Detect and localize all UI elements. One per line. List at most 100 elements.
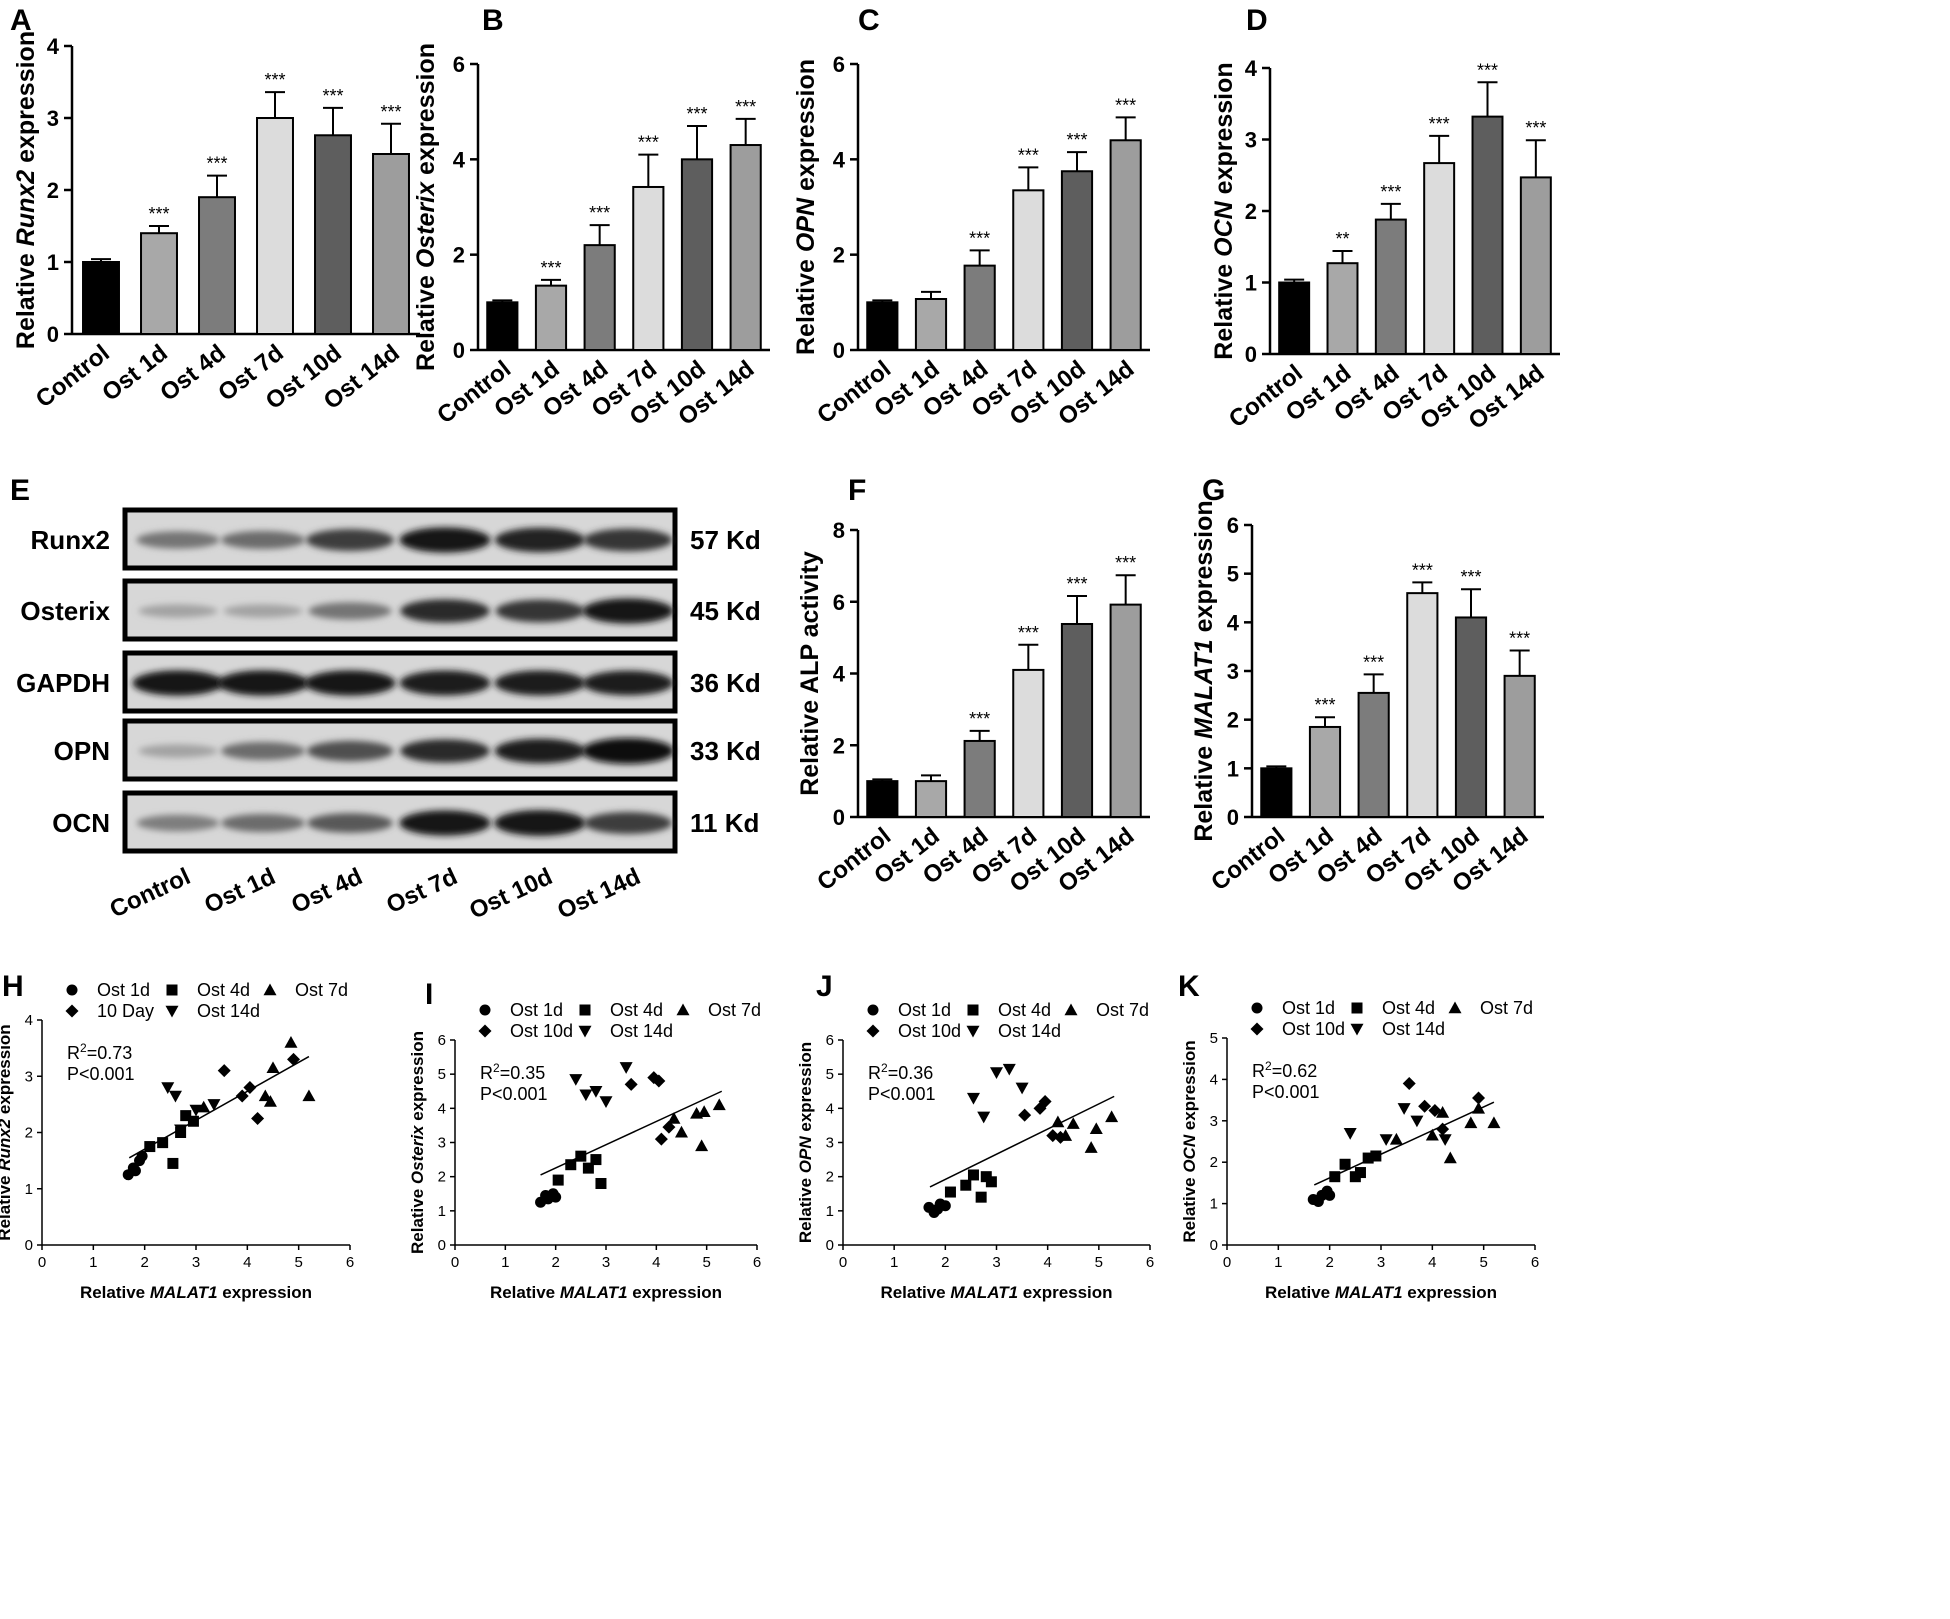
data-point-triangle	[1105, 1110, 1119, 1123]
legend-label: 10 Day	[97, 1001, 154, 1021]
blot-band	[308, 602, 392, 620]
bar-control	[82, 261, 120, 335]
significance-label: ***	[1115, 95, 1136, 115]
data-point-triangle	[1089, 1122, 1103, 1135]
y-axis-label: Relative Runx2 expression	[0, 1024, 14, 1240]
y-axis-label: Relative OCN expression	[1210, 62, 1238, 359]
data-point-diamond	[1428, 1103, 1442, 1117]
y-axis-label-prefix: Relative	[796, 1173, 815, 1243]
r-squared-label: R2=0.35	[480, 1061, 545, 1083]
x-tick-label: 4	[1043, 1254, 1051, 1271]
data-point-diamond	[478, 1024, 492, 1038]
bar-ost-14d	[1519, 176, 1552, 355]
legend-label: Ost 1d	[97, 980, 150, 1000]
bar-ost-10d	[1471, 115, 1504, 356]
bar-ost-7d	[1012, 189, 1045, 351]
data-point-square	[575, 1150, 587, 1162]
bar-control	[866, 780, 899, 818]
data-point-square	[167, 1157, 179, 1169]
y-tick-label: 5	[438, 1066, 446, 1083]
legend-label: Ost 1d	[510, 1000, 563, 1020]
x-tick-label: 1	[501, 1254, 509, 1271]
x-axis-label-gene: MALAT1	[150, 1283, 218, 1302]
significance-label: ***	[1509, 629, 1530, 649]
panel-letter-I: I	[425, 978, 433, 1011]
bar-control	[486, 301, 519, 352]
data-point-diamond	[1472, 1091, 1486, 1105]
data-point-square	[960, 1179, 972, 1191]
y-tick-label: 2	[47, 178, 59, 203]
x-axis-label-prefix: Relative	[490, 1283, 560, 1302]
x-tick-label: 4	[1428, 1254, 1436, 1271]
data-point-circle	[939, 1200, 951, 1212]
data-point-triangle	[1389, 1132, 1403, 1145]
blot-band	[221, 742, 305, 760]
y-tick-label: 4	[1210, 1071, 1218, 1088]
y-tick-label: 3	[438, 1135, 446, 1152]
y-tick-label: 4	[453, 147, 466, 172]
significance-label: ***	[1460, 567, 1481, 587]
data-point-triangle	[1443, 1151, 1457, 1164]
blot-band	[494, 527, 586, 553]
data-point-triangle	[258, 1089, 272, 1102]
lane-label: Ost 14d	[553, 863, 644, 925]
y-axis-label: Relative OPN expression	[796, 1042, 815, 1243]
significance-label: ***	[264, 70, 285, 90]
category-label: Control	[31, 339, 115, 413]
y-axis-label-gene: OPN	[796, 1136, 815, 1174]
x-tick-label: 1	[890, 1254, 898, 1271]
y-tick-label: 6	[438, 1032, 446, 1049]
legend-label: Ost 10d	[510, 1021, 573, 1041]
significance-label: ***	[540, 258, 561, 278]
data-point-triangle	[1472, 1101, 1486, 1114]
x-tick-label: 6	[753, 1254, 761, 1271]
data-point-triangle-down	[1350, 1023, 1364, 1036]
y-axis-label-suffix: expression	[408, 1031, 427, 1126]
data-point-square	[552, 1174, 564, 1186]
y-axis-label-suffix: expression	[1190, 500, 1218, 639]
data-point-square	[565, 1159, 577, 1171]
x-tick-label: 0	[839, 1254, 847, 1271]
bar-ost-4d	[1374, 218, 1407, 355]
y-tick-label: 3	[1245, 128, 1257, 153]
bar-ost-1d	[534, 284, 568, 351]
protein-label: OPN	[54, 736, 110, 766]
data-point-triangle-down	[569, 1074, 583, 1086]
panel-letter-D: D	[1246, 4, 1268, 37]
y-tick-label: 4	[47, 34, 60, 59]
bar-ost-14d	[1109, 603, 1142, 818]
data-point-diamond	[1053, 1130, 1067, 1144]
data-point-triangle	[1066, 1117, 1080, 1129]
x-tick-label: 3	[602, 1254, 610, 1271]
panel-letter-A: A	[10, 4, 32, 37]
y-tick-label: 4	[25, 1012, 33, 1029]
regression-line	[929, 1095, 1115, 1188]
y-tick-label: 6	[1227, 513, 1239, 538]
y-axis-label-gene: Runx2	[0, 1118, 14, 1171]
x-axis-label-prefix: Relative	[1265, 1283, 1335, 1302]
data-point-square	[166, 984, 178, 996]
data-point-diamond	[652, 1074, 666, 1088]
y-axis-label-suffix: expression	[412, 43, 440, 182]
bar-ost-7d	[1406, 592, 1439, 819]
data-point-triangle-down	[189, 1104, 203, 1117]
y-tick-label: 2	[25, 1125, 33, 1142]
x-tick-label: 2	[140, 1254, 148, 1271]
data-point-square	[1329, 1171, 1341, 1183]
data-point-square	[1339, 1158, 1351, 1170]
y-axis-label-prefix: Relative	[1190, 739, 1218, 842]
y-tick-label: 1	[438, 1203, 446, 1220]
y-tick-label: 4	[833, 147, 846, 172]
data-point-triangle-down	[174, 1124, 188, 1137]
data-point-triangle-down	[966, 1025, 980, 1038]
x-axis-label-prefix: Relative	[80, 1283, 150, 1302]
panel-letter-H: H	[2, 970, 24, 1003]
bar-ost-4d	[583, 244, 616, 351]
blot-band	[400, 599, 490, 623]
panel-letter-E: E	[10, 474, 30, 507]
data-point-triangle-down	[1397, 1103, 1411, 1115]
data-point-square	[579, 1004, 591, 1016]
